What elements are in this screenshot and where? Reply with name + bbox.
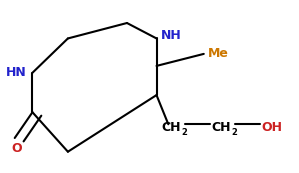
Text: 2: 2 [181, 128, 187, 137]
Text: CH: CH [211, 121, 231, 134]
Text: NH: NH [161, 29, 182, 42]
Text: OH: OH [261, 121, 282, 134]
Text: CH: CH [161, 121, 180, 134]
Text: O: O [12, 142, 22, 155]
Text: HN: HN [6, 66, 27, 79]
Text: Me: Me [208, 47, 229, 60]
Text: 2: 2 [232, 128, 238, 137]
